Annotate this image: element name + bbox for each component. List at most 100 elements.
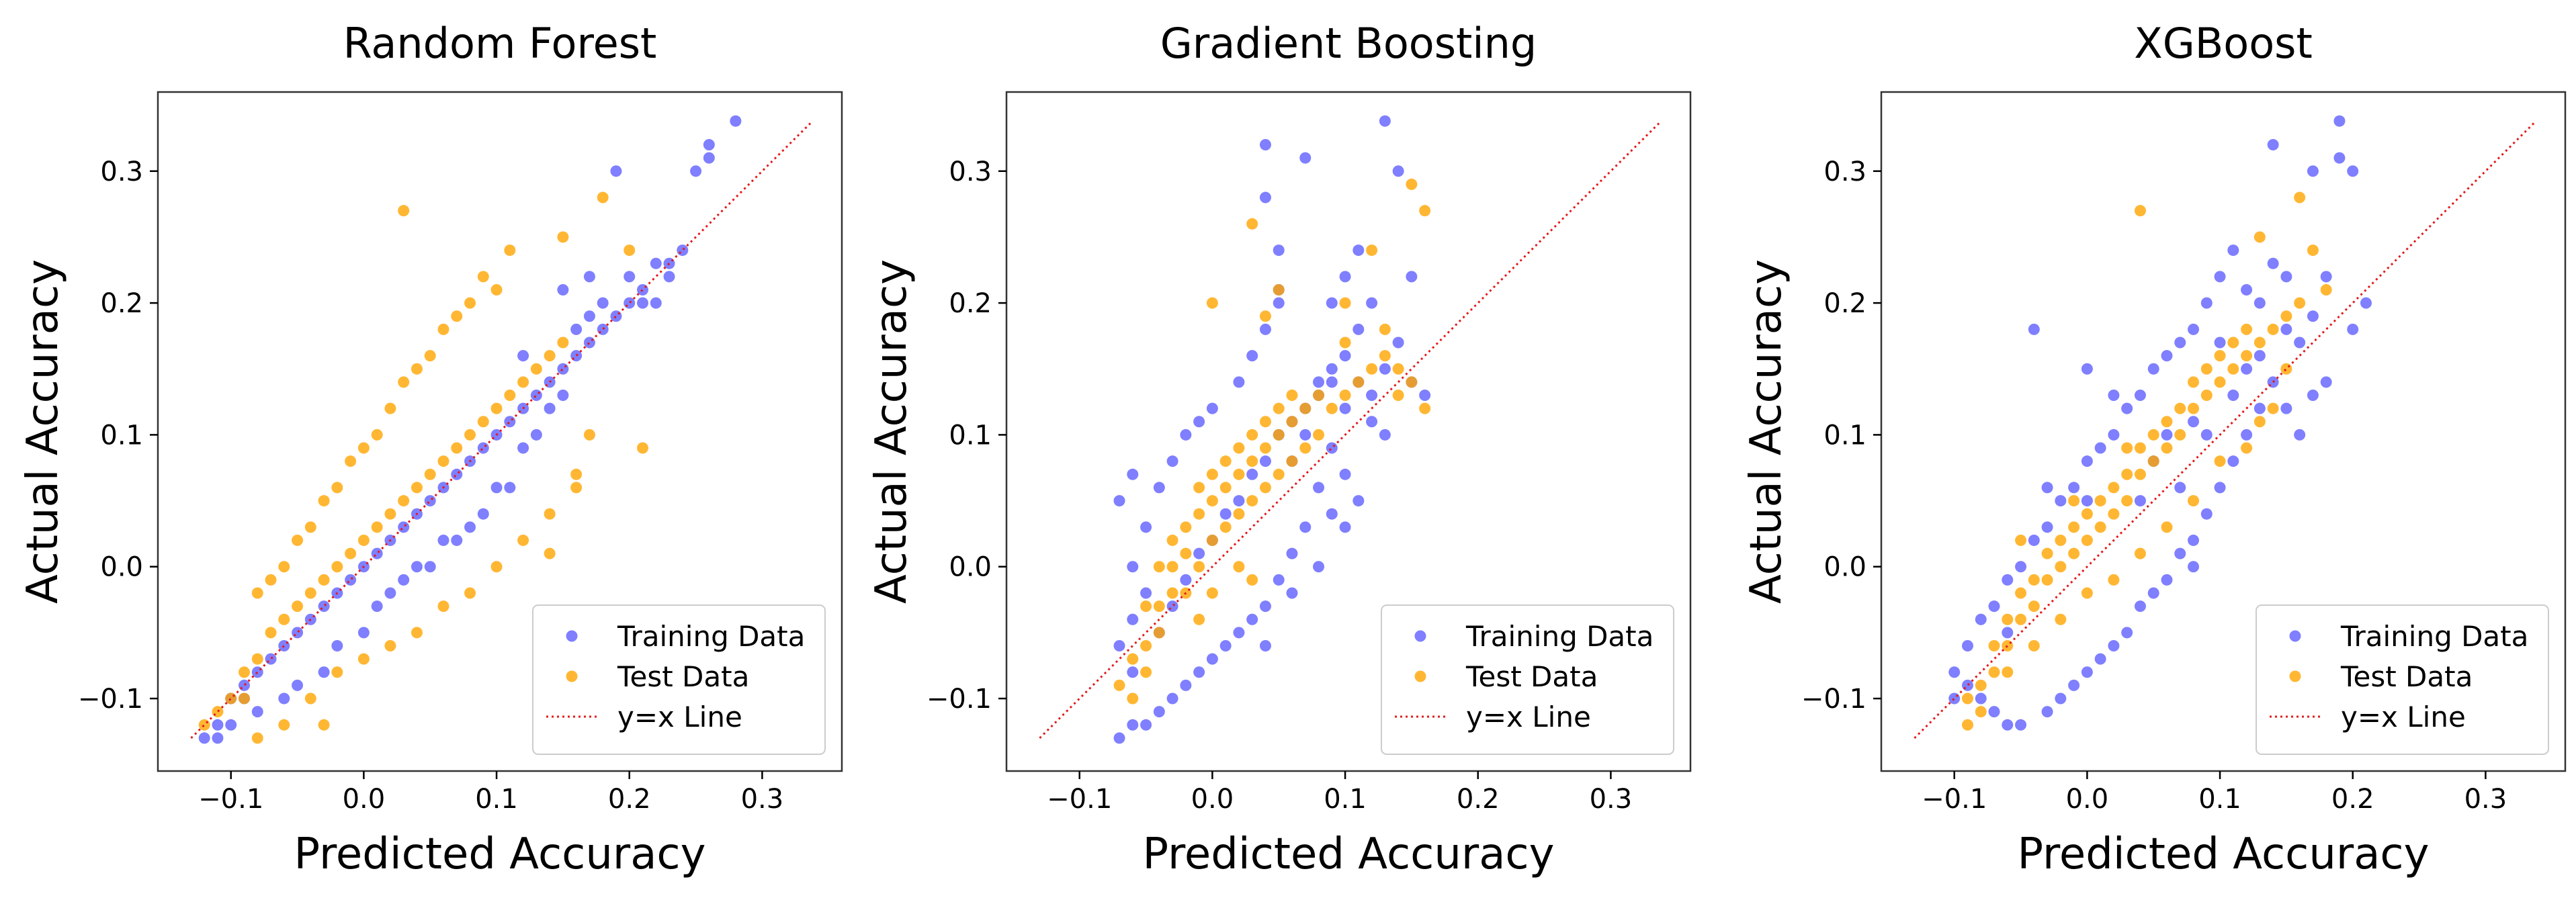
test-data-point [1233, 561, 1245, 573]
training-data-point [1366, 416, 1378, 428]
training-data-point [517, 350, 529, 362]
training-data-point [331, 640, 343, 652]
training-data-point [1299, 429, 1312, 441]
test-data-point [238, 666, 250, 678]
y-tick-label: 0.3 [100, 156, 143, 187]
x-tick-label: 0.3 [1590, 784, 1633, 815]
test-data-point [1140, 600, 1152, 613]
training-data-point [610, 165, 622, 177]
training-data-point [1339, 271, 1351, 283]
test-data-point [1193, 613, 1205, 625]
training-data-point [1339, 350, 1351, 362]
training-data-point [437, 534, 449, 546]
training-data-point [212, 732, 224, 744]
test-data-point [2041, 574, 2053, 586]
training-data-point [2134, 495, 2146, 507]
test-data-point [2134, 205, 2146, 217]
training-data-point [1299, 152, 1312, 164]
test-data-point [2121, 468, 2133, 480]
y-tick-label: −0.1 [927, 684, 992, 715]
training-data-point [2041, 521, 2053, 533]
training-data-point [1259, 323, 1271, 335]
training-data-point [2068, 482, 2080, 494]
training-data-point [278, 692, 290, 705]
training-data-point [1326, 442, 1338, 454]
training-data-point [2241, 283, 2253, 296]
test-data-point [1286, 390, 1298, 402]
test-data-point [384, 508, 396, 520]
training-data-point [384, 587, 396, 599]
test-data-point [451, 310, 463, 322]
legend-label-training: Training Data [617, 620, 805, 653]
training-data-point [2333, 115, 2346, 127]
test-data-point [278, 561, 290, 573]
training-data-point [1113, 640, 1125, 652]
test-data-point [477, 416, 489, 428]
training-data-point [2161, 574, 2173, 586]
training-data-point [530, 429, 542, 441]
training-data-point [610, 310, 622, 322]
x-tick-label: 0.2 [608, 784, 651, 815]
training-data-point [2320, 271, 2332, 283]
y-tick-label: 0.3 [1823, 156, 1866, 187]
training-data-point [1326, 363, 1338, 375]
test-data-point [2081, 508, 2093, 520]
training-data-point [2294, 429, 2306, 441]
x-axis-label: Predicted Accuracy [2018, 829, 2430, 879]
training-data-point [504, 416, 516, 428]
test-data-point [1233, 508, 1245, 520]
training-data-point [1339, 468, 1351, 480]
test-data-point [2068, 547, 2080, 559]
training-data-point [464, 521, 476, 533]
test-data-point [2161, 521, 2173, 533]
test-data-point [2320, 283, 2332, 296]
test-data-point [1273, 402, 1285, 414]
training-data-point [1233, 627, 1245, 639]
test-data-point [597, 191, 609, 204]
training-data-point [2188, 534, 2200, 546]
training-data-point [2174, 482, 2186, 494]
test-data-point [2294, 297, 2306, 309]
training-data-point [1286, 547, 1298, 559]
training-data-point [251, 706, 263, 718]
training-data-point [583, 310, 595, 322]
training-data-point [2267, 139, 2279, 151]
training-data-point [663, 271, 675, 283]
test-data-point [636, 442, 648, 454]
x-tick-label: 0.0 [343, 784, 386, 815]
test-data-point [278, 613, 290, 625]
test-data-point [424, 468, 436, 480]
x-tick-label: 0.2 [2331, 784, 2374, 815]
test-data-point [304, 521, 316, 533]
axes-frame [1880, 91, 2567, 772]
test-data-point [1246, 574, 1258, 586]
training-data-point [703, 152, 715, 164]
training-data-point [2068, 679, 2080, 691]
training-data-point [1988, 706, 2000, 718]
test-data-point [1339, 390, 1351, 402]
legend-box [532, 604, 826, 755]
legend-label-test: Test Data [2340, 660, 2473, 693]
chart-title: Gradient Boosting [1160, 19, 1537, 68]
training-data-point [2094, 653, 2106, 665]
axes-frame [157, 91, 843, 772]
training-data-point [424, 561, 436, 573]
test-data-point [357, 442, 370, 454]
training-data-point [1140, 587, 1152, 599]
test-data-point [2134, 547, 2146, 559]
training-data-point [2147, 363, 2159, 375]
test-data-point [1286, 416, 1298, 428]
test-data-point [292, 600, 304, 613]
y-tick-label: 0.2 [949, 288, 992, 319]
training-data-point [1353, 323, 1365, 335]
training-data-point [1326, 297, 1338, 309]
reference-line [190, 120, 814, 739]
test-data-point [265, 574, 277, 586]
test-data-point [544, 547, 556, 559]
test-data-point [1153, 600, 1165, 613]
test-data-point [1153, 561, 1165, 573]
test-data-point [2081, 587, 2093, 599]
test-data-point [2055, 561, 2067, 573]
x-axis-label: Predicted Accuracy [1143, 829, 1555, 879]
